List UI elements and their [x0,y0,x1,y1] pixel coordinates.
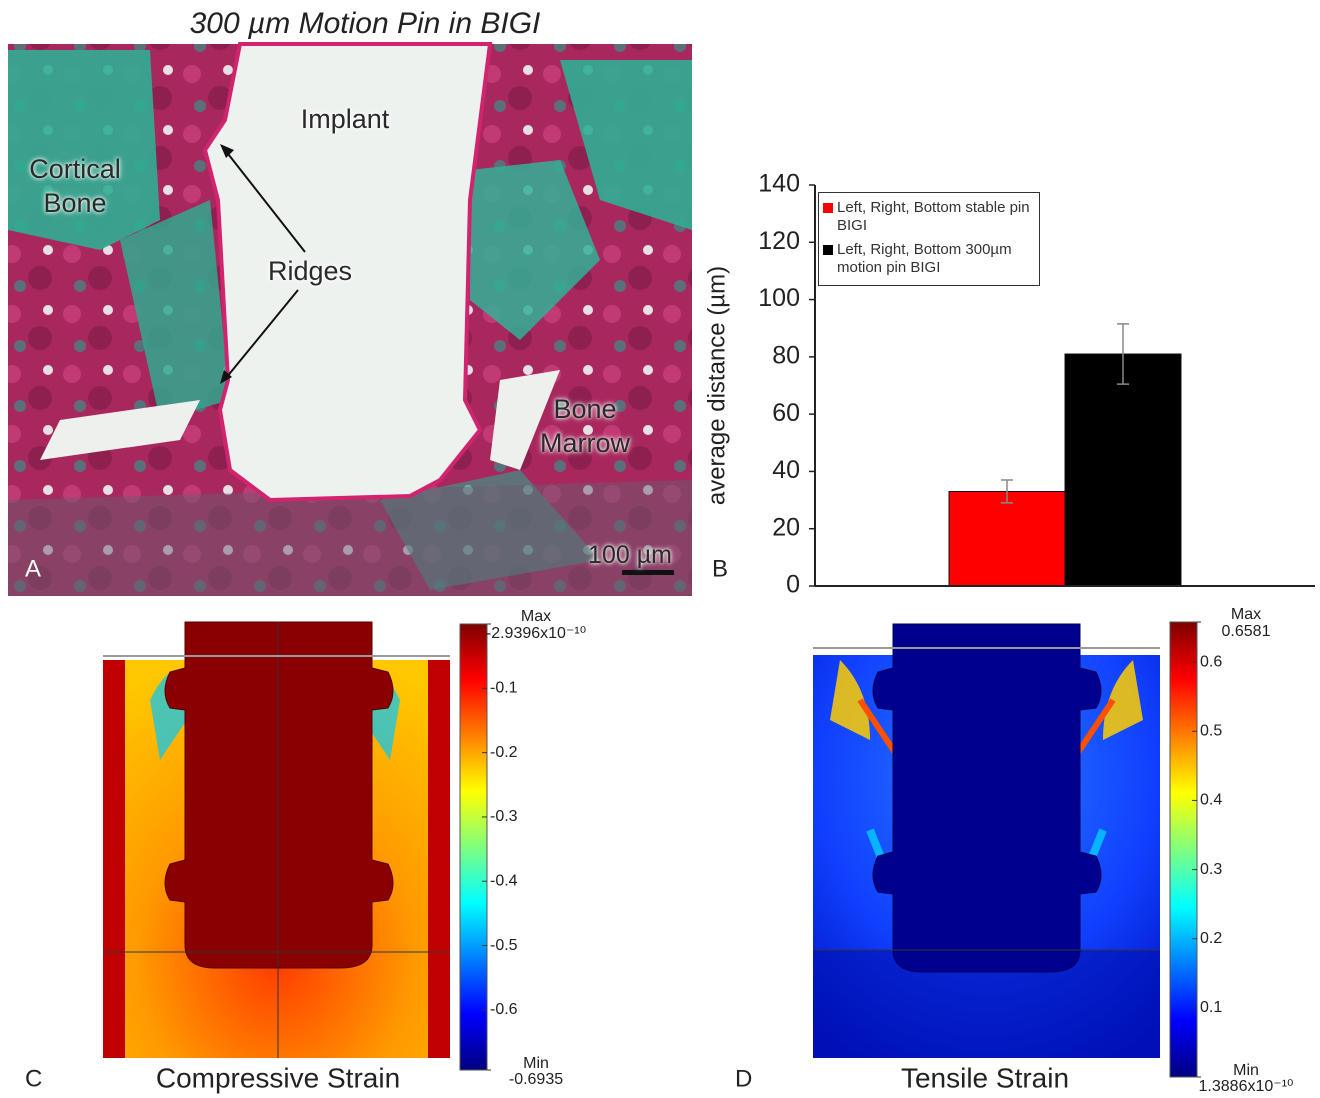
legend-label: Left, Right, Bottom stable pin BIGI [837,199,1035,235]
cortical-bone-label: Cortical Bone [15,152,135,220]
y-tick-label: 40 [772,456,800,484]
panel-label: A [25,555,41,582]
y-tick-label: 120 [758,227,800,255]
legend-entry: Left, Right, Bottom 300µm motion pin BIG… [823,241,1035,277]
legend: Left, Right, Bottom stable pin BIGI Left,… [818,192,1040,286]
colorbar [1170,622,1197,1077]
tensile-fem-image [813,624,1160,1058]
colorbar-tick-label: 0.6 [1200,653,1222,670]
implant-label: Implant [290,102,400,136]
colorbar-tick-label: 0.2 [1200,930,1222,947]
colorbar-tick-label: -0.6 [490,1001,518,1018]
colorbar-tick-label: -0.1 [490,680,518,697]
panel-caption: Compressive Strain [156,1062,400,1093]
legend-label: Left, Right, Bottom 300µm motion pin BIG… [837,241,1035,277]
y-tick-label: 60 [772,399,800,427]
colorbar-min-label: 1.3886x10⁻¹⁰ [1199,1078,1294,1095]
colorbar-max-label: -2.9396x10⁻¹⁰ [486,625,586,642]
legend-swatch [823,203,833,213]
figure: 300 µm Motion Pin in BIGI A average dist… [0,0,1320,1098]
colorbar-min-title: Min [1233,1062,1259,1079]
ridges-label: Ridges [255,254,365,288]
y-tick-label: 20 [772,513,800,541]
y-tick-label: 0 [786,571,800,599]
bone-marrow-label: Bone Marrow [525,392,645,460]
panel-label: C [25,1065,42,1092]
scale-bar-label: 100 µm [570,538,690,572]
colorbar-min-title: Min [523,1055,549,1072]
y-tick-label: 140 [758,170,800,198]
panel-label: D [735,1065,752,1092]
panel-title: 300 µm Motion Pin in BIGI [190,7,541,40]
y-tick-label: 100 [758,284,800,312]
colorbar-tick-label: 0.4 [1200,792,1222,809]
panel-label: B [712,555,728,582]
colorbar-tick-label: -0.2 [490,744,518,761]
legend-swatch [823,245,833,255]
colorbar-tick-label: 0.3 [1200,861,1222,878]
colorbar-tick-label: -0.4 [490,872,518,889]
colorbar-max-label: 0.6581 [1222,623,1271,640]
colorbar [460,624,487,1070]
y-tick-label: 80 [772,341,800,369]
panel-caption: Tensile Strain [901,1062,1069,1093]
bar [949,491,1065,586]
colorbar-tick-label: -0.5 [490,937,518,954]
colorbar-max-title: Max [1231,606,1261,623]
colorbar-min-label: -0.6935 [509,1071,563,1088]
colorbar-tick-label: 0.5 [1200,723,1222,740]
y-axis-title: average distance (µm) [703,266,730,505]
bar [1065,354,1181,586]
compressive-fem-image [103,622,450,1058]
colorbar-tick-label: 0.1 [1200,999,1222,1016]
colorbar-max-title: Max [521,608,551,625]
legend-entry: Left, Right, Bottom stable pin BIGI [823,199,1035,235]
colorbar-tick-label: -0.3 [490,808,518,825]
